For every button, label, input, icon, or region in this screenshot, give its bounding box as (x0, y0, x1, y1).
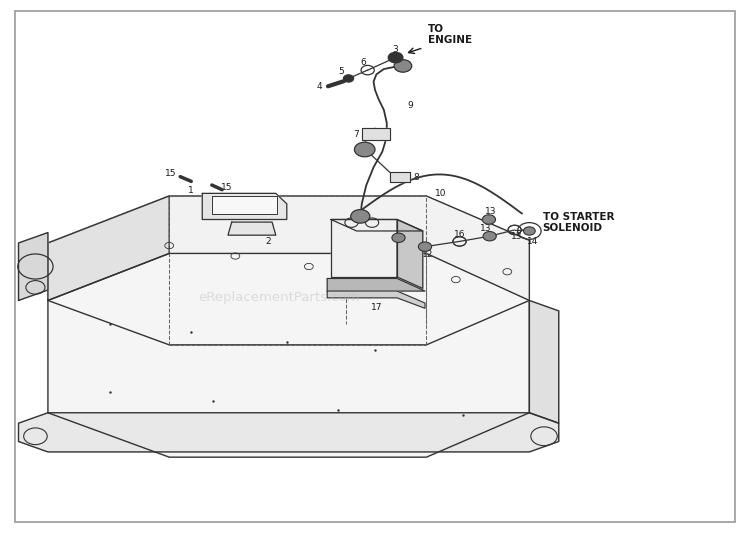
Text: 9: 9 (407, 101, 413, 110)
Text: 6: 6 (360, 58, 366, 67)
Polygon shape (211, 196, 278, 214)
Text: 15: 15 (220, 183, 232, 191)
Text: 13: 13 (485, 207, 497, 216)
Text: 3: 3 (393, 45, 398, 54)
Text: 12: 12 (422, 250, 433, 259)
Text: 13: 13 (511, 232, 523, 241)
Text: 11: 11 (387, 240, 398, 249)
Text: +: + (368, 219, 376, 228)
Circle shape (392, 233, 405, 243)
Text: eReplacementParts.com: eReplacementParts.com (199, 292, 360, 304)
Text: 4: 4 (316, 82, 322, 91)
Polygon shape (48, 196, 170, 301)
Text: 10: 10 (436, 189, 447, 198)
Text: 16: 16 (454, 230, 465, 239)
Polygon shape (48, 196, 530, 345)
Polygon shape (19, 413, 559, 452)
Polygon shape (362, 128, 390, 140)
Circle shape (482, 215, 496, 224)
Text: 1: 1 (188, 186, 194, 195)
Circle shape (524, 227, 536, 235)
Text: 15: 15 (165, 169, 176, 178)
Text: 5: 5 (338, 67, 344, 76)
Text: TO STARTER
SOLENOID: TO STARTER SOLENOID (542, 212, 614, 233)
Polygon shape (19, 232, 48, 301)
Circle shape (344, 75, 354, 82)
Text: 8: 8 (413, 173, 419, 182)
Text: TO
ENGINE: TO ENGINE (428, 24, 472, 45)
Polygon shape (48, 254, 530, 457)
Polygon shape (331, 220, 423, 231)
Text: -: - (349, 218, 352, 228)
Circle shape (388, 52, 403, 63)
Circle shape (394, 60, 412, 72)
Polygon shape (202, 193, 286, 220)
Polygon shape (397, 220, 423, 288)
Text: 7: 7 (353, 130, 358, 139)
Text: 2: 2 (266, 237, 272, 246)
Polygon shape (530, 301, 559, 423)
Polygon shape (390, 173, 410, 182)
Circle shape (351, 209, 370, 223)
Circle shape (355, 142, 375, 157)
Polygon shape (228, 222, 276, 235)
Polygon shape (327, 291, 425, 308)
Text: 17: 17 (370, 303, 382, 312)
Circle shape (483, 231, 496, 241)
Circle shape (419, 242, 431, 252)
Text: 14: 14 (527, 237, 538, 246)
Polygon shape (327, 279, 425, 291)
Polygon shape (331, 220, 397, 277)
Text: 13: 13 (479, 224, 491, 233)
